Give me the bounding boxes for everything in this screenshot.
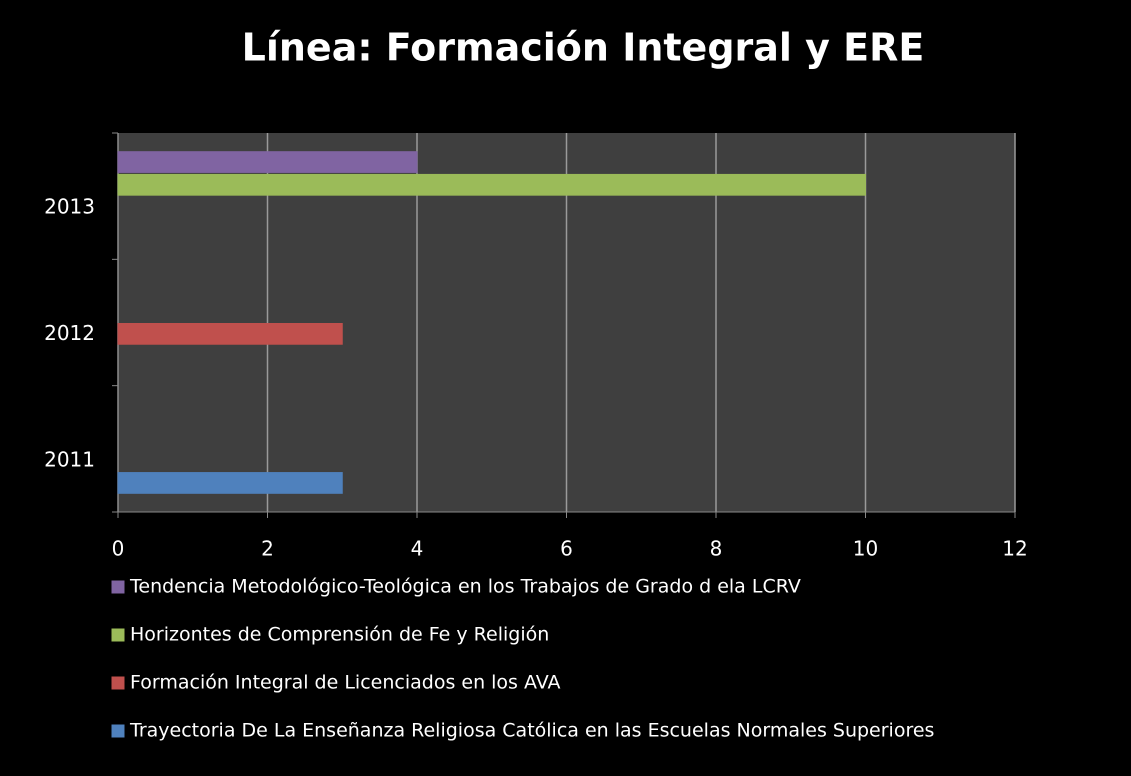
x-tick-label: 4 [411, 537, 424, 561]
x-tick-label: 6 [560, 537, 573, 561]
y-tick-label: 2012 [44, 321, 95, 345]
legend-label: Formación Integral de Licenciados en los… [130, 672, 561, 694]
chart-title: Línea: Formación Integral y ERE [242, 26, 925, 70]
x-tick-label: 2 [261, 537, 274, 561]
legend-swatch [111, 628, 125, 642]
y-tick-label: 2011 [44, 447, 95, 471]
legend-swatch [111, 676, 125, 690]
x-tick-label: 0 [112, 537, 125, 561]
legend-label: Trayectoria De La Enseñanza Religiosa Ca… [129, 720, 934, 742]
bar [117, 323, 343, 345]
x-tick-label: 8 [710, 537, 723, 561]
bar [117, 173, 866, 196]
legend-swatch [111, 724, 125, 738]
x-tick-label: 10 [853, 537, 878, 561]
legend-label: Horizontes de Comprensión de Fe y Religi… [130, 624, 549, 646]
legend-label: Tendencia Metodológico-Teológica en los … [129, 576, 801, 598]
bar [117, 151, 418, 173]
y-tick-label: 2013 [44, 195, 95, 219]
x-tick-label: 12 [1002, 537, 1027, 561]
bar [117, 472, 343, 494]
legend-swatch [111, 580, 125, 594]
